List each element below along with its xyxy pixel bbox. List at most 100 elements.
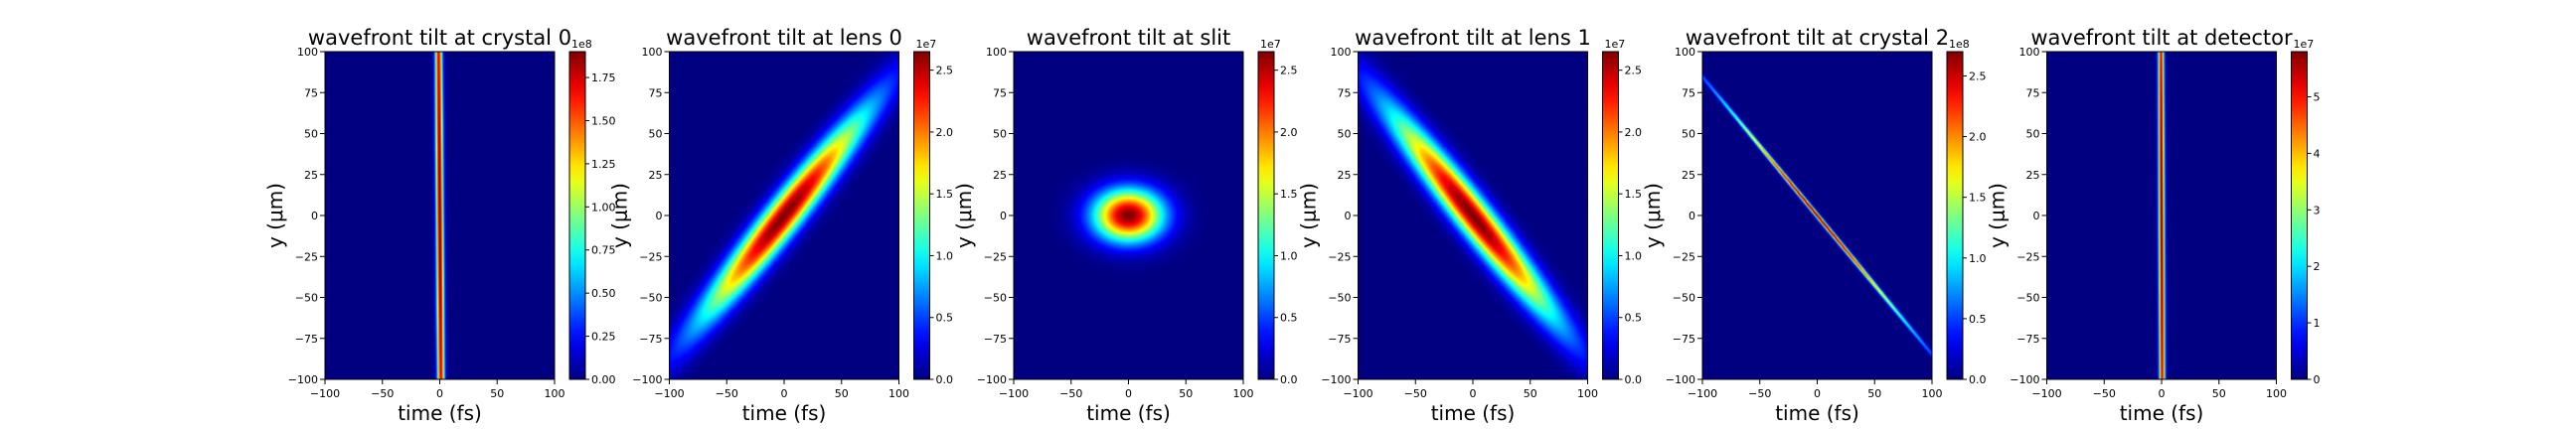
colorbar-tick-label: 0.5 [1625,312,1643,325]
y-tick-label: −50 [639,292,662,305]
x-tick-label: 100 [888,387,909,400]
heatmap-image [669,52,899,379]
x-tick-label: 50 [490,387,504,400]
colorbar [2291,51,2308,380]
y-tick-label: −100 [1666,373,1695,386]
colorbar-tick-label: 0.50 [591,287,616,300]
y-tick-label: −100 [288,373,318,386]
x-tick-label: 50 [835,387,849,400]
x-axis-label: time (fs) [1086,401,1171,425]
colorbar-tick-label: 1.5 [936,188,954,201]
colorbar-tick-label: 2.0 [1280,126,1298,139]
y-tick-label: 75 [1338,86,1352,99]
colorbar-tick-label: 0.0 [936,373,954,386]
y-tick-label: −75 [984,333,1007,346]
chart-panel-1: −100 −50 0 50 100 100 75 50 25 0 −25 −50 −75 −100 wave… [608,26,954,425]
x-axis-label: time (fs) [2120,401,2204,425]
chart-title: wavefront tilt at detector [2030,26,2293,50]
heatmap-image [325,52,555,379]
colorbar-tick-label: 2.0 [1969,131,1987,144]
y-tick-label: −25 [1328,250,1351,263]
y-tick-label: 0 [1000,210,1007,222]
y-tick-label: 50 [304,128,318,141]
colorbar-tick-label: 1.5 [1969,192,1987,205]
y-tick-label: 75 [993,86,1007,99]
chart-panel-2: −100 −50 0 50 100 100 75 50 25 0 −25 −50 −75 −100 wave… [952,26,1298,425]
colorbar-tick-label: 5 [2314,91,2321,104]
colorbar-multiplier: 1e8 [571,38,592,51]
colorbar-tick-label: 0.5 [936,312,954,325]
y-tick-label: 75 [1682,86,1695,99]
y-tick-label: −50 [2016,292,2039,305]
y-tick-label: 50 [1682,128,1695,141]
colorbar-tick-label: 4 [2314,147,2321,160]
x-tick-label: 0 [1470,387,1477,400]
colorbar-tick-label: 1 [2314,317,2321,330]
x-tick-label: −50 [2093,387,2116,400]
chart-title: wavefront tilt at crystal 0 [308,26,571,50]
y-tick-label: 0 [311,210,318,222]
colorbar-tick-label: 2.5 [936,65,954,77]
y-tick-label: 50 [1338,128,1352,141]
heatmap-image [1014,52,1243,379]
y-tick-label: −100 [2010,373,2039,386]
y-tick-label: 100 [1331,46,1352,59]
x-tick-label: 50 [1179,387,1193,400]
colorbar [913,51,930,380]
y-tick-label: −25 [2016,250,2039,263]
y-tick-label: 100 [2019,46,2040,59]
x-tick-label: 100 [1577,387,1598,400]
colorbar-tick-label: 0.0 [1625,373,1643,386]
y-tick-label: −75 [1673,333,1695,346]
x-tick-label: 50 [1524,387,1537,400]
heatmap-image [2046,52,2277,379]
x-tick-label: 100 [2266,387,2287,400]
y-tick-label: 75 [2026,86,2040,99]
y-axis-label: y (μm) [1297,183,1321,248]
colorbar-tick-label: 0.00 [591,373,616,386]
colorbar [1257,51,1275,380]
y-tick-label: −75 [295,333,318,346]
colorbar-tick-label: 1.0 [1280,249,1298,262]
x-tick-label: −100 [654,387,684,400]
x-axis-label: time (fs) [1431,401,1516,425]
colorbar-tick-label: 0 [2314,373,2321,386]
x-tick-label: −100 [1688,387,1717,400]
chart-title: wavefront tilt at lens 0 [666,26,902,50]
y-tick-label: 25 [2026,169,2040,182]
x-tick-label: 0 [1125,387,1132,400]
x-tick-label: 100 [1233,387,1254,400]
colorbar-tick-label: 0.75 [591,244,616,257]
y-tick-label: 25 [1338,169,1352,182]
x-tick-label: −100 [2031,387,2061,400]
heatmap-image [1358,52,1588,379]
colorbar [568,51,586,380]
y-tick-label: 75 [649,86,663,99]
y-tick-label: 25 [649,169,663,182]
x-axis-label: time (fs) [398,401,482,425]
y-tick-label: −25 [984,250,1007,263]
y-tick-label: 0 [656,210,663,222]
x-tick-label: −50 [371,387,394,400]
y-tick-label: −75 [1328,333,1351,346]
x-tick-label: −50 [1059,387,1082,400]
y-tick-label: −75 [2016,333,2039,346]
colorbar-tick-label: 1.0 [936,249,954,262]
x-tick-label: 100 [1922,387,1943,400]
x-tick-label: −50 [716,387,738,400]
y-tick-label: 0 [2033,210,2040,222]
colorbar-tick-label: 1.25 [591,158,616,171]
y-tick-label: 100 [297,46,318,59]
y-tick-label: −100 [977,373,1007,386]
colorbar-multiplier: 1e7 [1260,38,1281,51]
colorbar-tick-label: 3 [2314,204,2321,216]
x-tick-label: 0 [781,387,788,400]
y-tick-label: −25 [639,250,662,263]
colorbar-tick-label: 0.0 [1969,373,1987,386]
colorbar-tick-label: 0.5 [1280,312,1298,325]
y-tick-label: 75 [304,86,318,99]
colorbar-tick-label: 0.25 [591,331,616,344]
y-tick-label: −50 [1328,292,1351,305]
colorbar [1946,51,1964,380]
chart-panel-0: −100 −50 0 50 100 100 75 50 25 0 −25 −50 −75 −100 wave… [263,26,616,425]
